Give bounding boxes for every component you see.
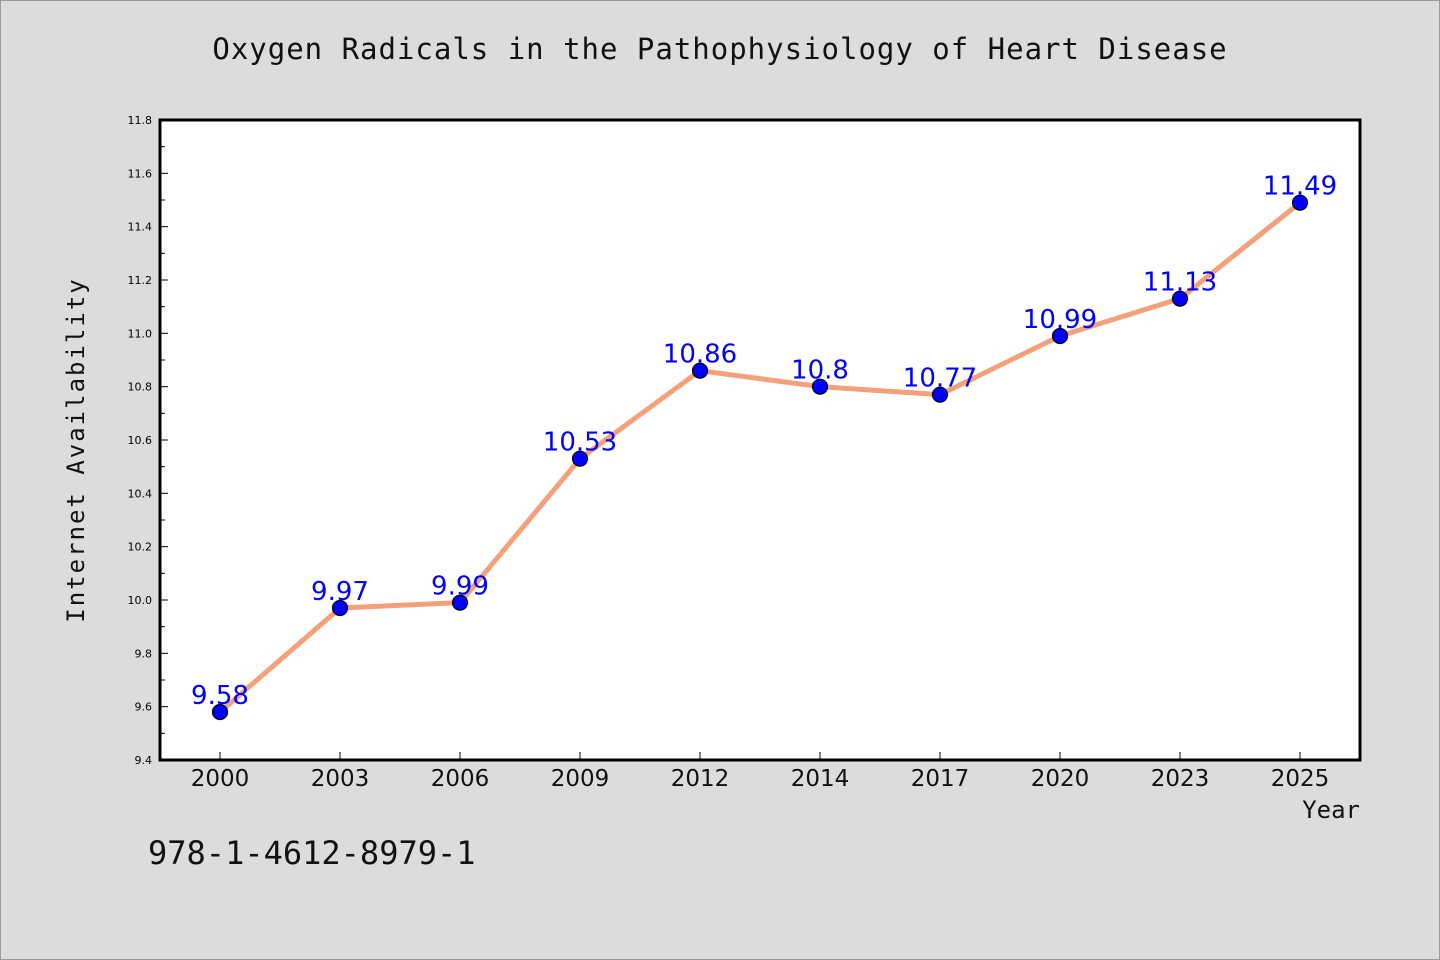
data-point xyxy=(211,703,229,721)
y-tick-label: 11.0 xyxy=(128,327,153,340)
x-tick-label: 2023 xyxy=(1151,766,1210,792)
data-point xyxy=(571,450,589,467)
x-tick-label: 2025 xyxy=(1271,766,1330,792)
y-tick-label: 10.2 xyxy=(128,541,153,554)
y-tick-label: 9.8 xyxy=(135,647,153,660)
data-label: 11.13 xyxy=(1143,268,1217,298)
y-tick-label: 9.6 xyxy=(135,701,153,714)
data-point xyxy=(1051,327,1069,345)
data-label: 10.77 xyxy=(903,364,977,394)
data-point xyxy=(331,599,349,617)
y-tick-label: 10.0 xyxy=(128,594,153,607)
data-label: 10.86 xyxy=(663,340,737,370)
x-axis-label: Year xyxy=(1302,796,1360,824)
y-tick-label: 9.4 xyxy=(135,754,153,767)
data-point xyxy=(811,378,829,395)
y-tick-label: 10.4 xyxy=(128,487,153,500)
series-line xyxy=(217,200,1303,715)
x-tick-label: 2020 xyxy=(1031,766,1090,792)
x-tick-label: 2009 xyxy=(551,766,610,792)
x-tick-label: 2003 xyxy=(311,766,370,792)
data-point xyxy=(451,594,469,611)
data-point xyxy=(691,362,709,379)
x-tick-label: 2017 xyxy=(911,766,970,792)
x-tick-label: 2014 xyxy=(791,766,850,792)
data-labels-layer: 9.58 9.97 9.99 10.53 10.86 10.8 10.77 10.99 11.1… xyxy=(191,172,1337,711)
isbn-text: 978-1-4612-8979-1 xyxy=(148,834,476,872)
data-label: 10.99 xyxy=(1023,305,1097,335)
series-layer xyxy=(211,194,1309,721)
data-label: 11.49 xyxy=(1263,172,1337,202)
x-tick-label: 2012 xyxy=(671,766,730,792)
data-label: 9.97 xyxy=(311,577,369,607)
x-tick-label: 2006 xyxy=(431,766,490,792)
data-label: 10.53 xyxy=(543,428,617,458)
y-tick-label: 11.6 xyxy=(128,167,153,180)
x-tick-label: 2000 xyxy=(191,766,250,792)
data-label: 9.58 xyxy=(191,681,249,711)
y-tick-label: 11.4 xyxy=(128,221,153,234)
data-point xyxy=(931,386,949,403)
chart-title: Oxygen Radicals in the Pathophysiology o… xyxy=(212,32,1228,66)
data-label: 10.8 xyxy=(791,356,849,386)
plot-area xyxy=(158,118,1362,762)
y-tick-label: 11.8 xyxy=(128,114,153,127)
y-tick-label: 10.8 xyxy=(128,381,153,394)
y-tick-label: 10.6 xyxy=(128,434,153,447)
data-point xyxy=(1171,290,1189,307)
data-point xyxy=(1291,194,1309,211)
data-label: 9.99 xyxy=(431,572,489,602)
y-tick-label: 11.2 xyxy=(128,274,153,287)
axes-layer: 9.4 9.6 9.8 10.0 10.2 10.4 10.6 10.8 11.0 11.2 11.… xyxy=(128,114,1330,792)
